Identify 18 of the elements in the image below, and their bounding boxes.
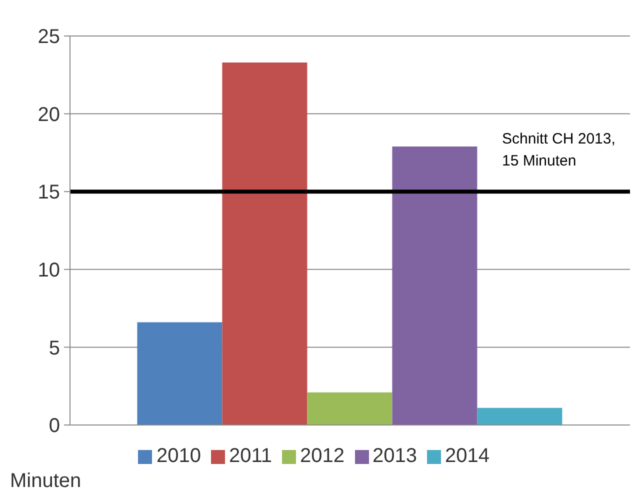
bar: [137, 322, 222, 425]
y-tick-label: 15: [38, 182, 60, 204]
legend-label: 2011: [228, 445, 272, 467]
y-tick-label: 25: [38, 26, 60, 48]
y-tick-label: 5: [48, 337, 60, 360]
bar: [222, 62, 308, 425]
bar: [477, 408, 562, 425]
legend-label: 2010: [156, 445, 201, 467]
legend-label: 2013: [372, 445, 417, 467]
y-tick-label: 0: [48, 415, 60, 438]
bar: [392, 146, 478, 425]
legend-label: 2012: [300, 445, 344, 467]
ref-line-label: Schnitt CH 2013, 15 Minuten: [502, 130, 616, 170]
y-tick-label: 10: [38, 260, 60, 282]
bar: [307, 392, 392, 425]
legend-label: 2014: [445, 445, 490, 467]
y-tick-label: 20: [38, 104, 60, 126]
y-axis-title: Minuten: [10, 470, 82, 493]
